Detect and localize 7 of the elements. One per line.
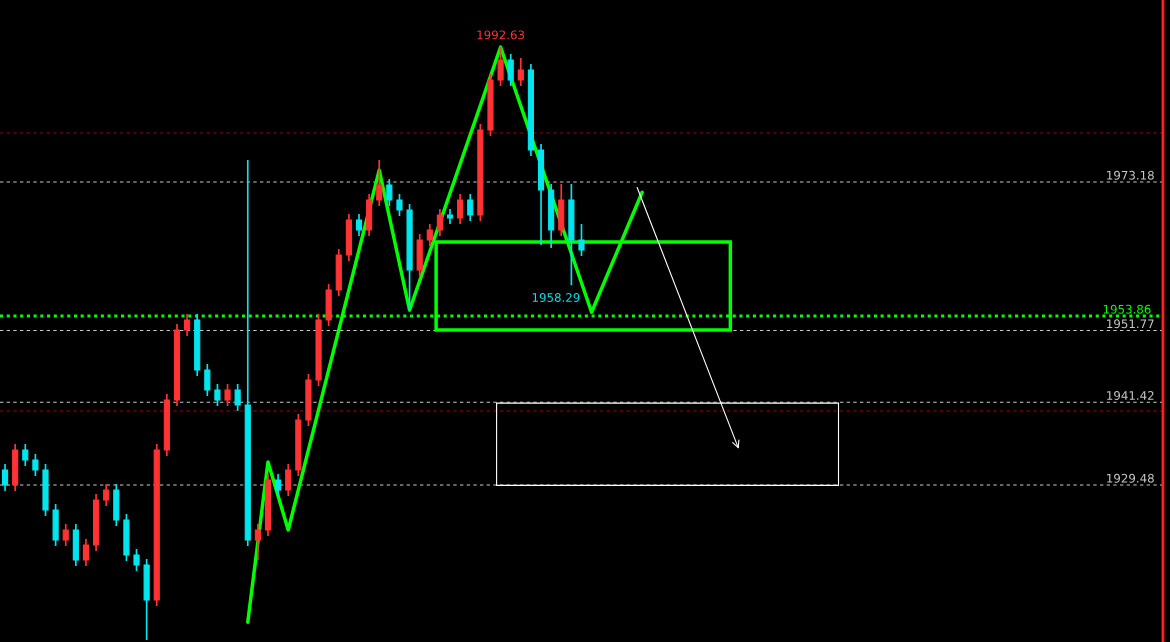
annotation: 1958.29: [532, 293, 580, 302]
y-tick-label: 1929.48: [1107, 473, 1154, 483]
ref-line-label: 1953.86: [1103, 304, 1151, 314]
y-tick-label: 1951.77: [1107, 319, 1154, 329]
y-tick-label: 1973.18: [1107, 170, 1154, 180]
y-tick-label: 1941.42: [1107, 391, 1154, 400]
annotation: 1992.63: [477, 30, 525, 40]
